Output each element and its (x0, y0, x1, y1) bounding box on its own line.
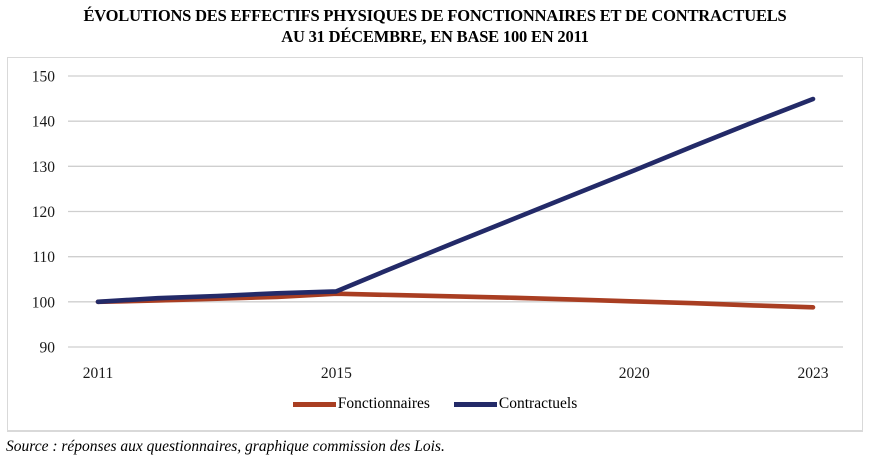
chart-title: ÉVOLUTIONS DES EFFECTIFS PHYSIQUES DE FO… (0, 5, 870, 47)
legend-label-fonctionnaires: Fonctionnaires (337, 395, 430, 412)
legend-item-fonctionnaires: Fonctionnaires (292, 395, 430, 413)
x-tick-label-2015: 2015 (321, 365, 352, 382)
legend-item-contractuels: Contractuels (453, 395, 578, 413)
x-tick-label-2011: 2011 (83, 365, 113, 382)
x-tick-label-2023: 2023 (798, 365, 829, 382)
x-tick-label-2020: 2020 (619, 365, 650, 382)
chart-title-line1: ÉVOLUTIONS DES EFFECTIFS PHYSIQUES DE FO… (83, 6, 787, 25)
chart-svg: 150 140 130 120 110 100 90 2011 2015 2020 2023 (32, 69, 843, 382)
y-tick-label-90: 90 (40, 340, 56, 357)
chart-title-line2: AU 31 DÉCEMBRE, EN BASE 100 EN 2011 (281, 27, 589, 46)
legend-swatch-contractuels (453, 401, 497, 407)
y-tick-label-120: 120 (32, 204, 56, 221)
y-tick-label-130: 130 (32, 159, 56, 176)
chart-frame: 150 140 130 120 110 100 90 2011 2015 2020 2023 Fon… (7, 57, 863, 432)
y-tick-label-110: 110 (32, 249, 55, 266)
series-line-contractuels (95, 96, 816, 305)
y-tick-label-150: 150 (32, 69, 56, 86)
legend-label-contractuels: Contractuels (498, 395, 578, 412)
chart-legend: Fonctionnaires Contractuels (8, 395, 862, 413)
legend-swatch-fonctionnaires (292, 401, 336, 407)
y-tick-label-140: 140 (32, 114, 56, 131)
source-note: Source : réponses aux questionnaires, gr… (6, 438, 445, 455)
y-tick-label-100: 100 (32, 294, 56, 311)
series-line-fonctionnaires (95, 291, 816, 310)
